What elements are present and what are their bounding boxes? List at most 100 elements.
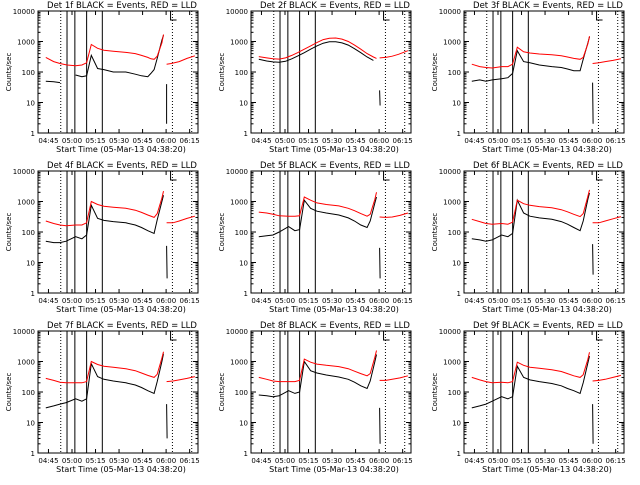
x-tick-label: 05:15 bbox=[85, 297, 105, 305]
x-tick-label: 05:15 bbox=[511, 137, 531, 145]
y-axis-label: Counts/sec bbox=[5, 373, 13, 412]
x-tick-label: 06:15 bbox=[606, 297, 626, 305]
y-tick-label: 10 bbox=[239, 420, 248, 428]
x-tick-label: 05:30 bbox=[109, 297, 129, 305]
y-tick-label: 1 bbox=[244, 130, 248, 138]
corner-mark bbox=[170, 171, 177, 181]
y-tick-label: 10000 bbox=[226, 8, 248, 16]
x-tick-label: 05:15 bbox=[85, 137, 105, 145]
panel-title: Det 5f BLACK = Events, RED = LLD bbox=[260, 161, 410, 171]
x-tick-label: 05:45 bbox=[132, 297, 152, 305]
x-tick-label: 05:00 bbox=[488, 457, 508, 465]
panel-det-2: Det 2f BLACK = Events, RED = LLD 1 10 100 10… bbox=[218, 1, 413, 154]
plot-frame bbox=[463, 330, 625, 454]
x-tick-label: 05:30 bbox=[322, 137, 342, 145]
x-tick-label: 05:45 bbox=[132, 457, 152, 465]
corner-mark bbox=[596, 331, 603, 341]
y-tick-label: 100 bbox=[448, 229, 461, 237]
corner-mark bbox=[170, 11, 177, 21]
x-tick-label: 04:45 bbox=[38, 297, 58, 305]
x-tick-label: 04:45 bbox=[251, 457, 271, 465]
y-tick-label: 1000 bbox=[443, 39, 461, 47]
x-tick-label: 05:30 bbox=[109, 137, 129, 145]
y-tick-label: 1000 bbox=[230, 39, 248, 47]
corner-mark bbox=[383, 11, 390, 21]
y-tick-label: 1 bbox=[31, 290, 35, 298]
y-tick-label: 1 bbox=[31, 130, 35, 138]
y-tick-label: 1 bbox=[457, 450, 461, 458]
y-tick-label: 10 bbox=[26, 420, 35, 428]
x-tick-label: 05:15 bbox=[511, 297, 531, 305]
y-tick-label: 1 bbox=[457, 130, 461, 138]
x-tick-label: 05:45 bbox=[345, 457, 365, 465]
x-tick-label: 05:00 bbox=[62, 137, 82, 145]
y-tick-label: 1 bbox=[244, 290, 248, 298]
y-tick-label: 10 bbox=[26, 260, 35, 268]
y-tick-label: 100 bbox=[235, 69, 248, 77]
series-line-events bbox=[471, 192, 594, 275]
x-tick-label: 04:45 bbox=[464, 457, 484, 465]
y-tick-label: 10 bbox=[26, 100, 35, 108]
panel-det-4: Det 4f BLACK = Events, RED = LLD 1 10 100 10… bbox=[5, 161, 200, 314]
y-tick-label: 10 bbox=[452, 100, 461, 108]
x-tick-label: 04:45 bbox=[38, 137, 58, 145]
panel-det-3: Det 3f BLACK = Events, RED = LLD 1 10 100 10… bbox=[431, 1, 626, 154]
y-tick-label: 1000 bbox=[443, 359, 461, 367]
corner-mark bbox=[383, 331, 390, 341]
y-tick-label: 10000 bbox=[13, 8, 35, 16]
corner-mark bbox=[596, 171, 603, 181]
y-tick-label: 10 bbox=[452, 420, 461, 428]
x-tick-label: 06:15 bbox=[393, 297, 413, 305]
x-axis-label: Start Time (05-Mar-13 04:38:20) bbox=[269, 145, 399, 154]
series-line-events bbox=[258, 354, 381, 444]
y-tick-label: 100 bbox=[22, 69, 35, 77]
x-tick-label: 06:15 bbox=[180, 457, 200, 465]
x-axis-label: Start Time (05-Mar-13 04:38:20) bbox=[56, 465, 186, 474]
x-axis-label: Start Time (05-Mar-13 04:38:20) bbox=[482, 465, 612, 474]
panel-det-5: Det 5f BLACK = Events, RED = LLD 1 10 100 10… bbox=[218, 161, 413, 314]
x-tick-label: 05:15 bbox=[298, 137, 318, 145]
x-tick-label: 05:15 bbox=[298, 297, 318, 305]
y-tick-label: 10000 bbox=[13, 328, 35, 336]
x-tick-label: 06:00 bbox=[582, 457, 602, 465]
y-axis-label: Counts/sec bbox=[431, 213, 439, 252]
x-tick-label: 06:00 bbox=[582, 297, 602, 305]
panel-title: Det 6f BLACK = Events, RED = LLD bbox=[473, 161, 623, 171]
series-line-lld bbox=[471, 189, 622, 225]
y-tick-label: 10 bbox=[452, 260, 461, 268]
x-tick-label: 05:45 bbox=[558, 457, 578, 465]
x-tick-label: 04:45 bbox=[251, 297, 271, 305]
y-axis-label: Counts/sec bbox=[431, 53, 439, 92]
y-tick-label: 1000 bbox=[443, 199, 461, 207]
y-tick-label: 10000 bbox=[226, 328, 248, 336]
x-axis-label: Start Time (05-Mar-13 04:38:20) bbox=[482, 145, 612, 154]
x-tick-label: 05:00 bbox=[62, 457, 82, 465]
series-line-events bbox=[258, 41, 381, 106]
x-tick-label: 05:30 bbox=[535, 457, 555, 465]
x-axis-label: Start Time (05-Mar-13 04:38:20) bbox=[269, 305, 399, 314]
x-tick-label: 06:15 bbox=[606, 137, 626, 145]
x-tick-label: 05:45 bbox=[345, 297, 365, 305]
x-tick-label: 05:45 bbox=[558, 297, 578, 305]
y-axis-label: Counts/sec bbox=[431, 373, 439, 412]
series-line-events bbox=[258, 196, 381, 279]
x-tick-label: 05:15 bbox=[511, 457, 531, 465]
series-line-events bbox=[45, 195, 168, 279]
x-tick-label: 06:00 bbox=[156, 457, 176, 465]
series-line-events bbox=[45, 353, 168, 439]
x-tick-label: 05:15 bbox=[85, 457, 105, 465]
y-tick-label: 1000 bbox=[230, 359, 248, 367]
series-line-lld bbox=[45, 190, 196, 227]
y-axis-label: Counts/sec bbox=[5, 213, 13, 252]
y-axis-label: Counts/sec bbox=[218, 373, 226, 412]
y-tick-label: 10 bbox=[239, 100, 248, 108]
x-axis-label: Start Time (05-Mar-13 04:38:20) bbox=[482, 305, 612, 314]
x-axis-label: Start Time (05-Mar-13 04:38:20) bbox=[269, 465, 399, 474]
x-tick-label: 05:30 bbox=[322, 297, 342, 305]
x-axis-label: Start Time (05-Mar-13 04:38:20) bbox=[56, 145, 186, 154]
y-tick-label: 10 bbox=[239, 260, 248, 268]
panel-title: Det 2f BLACK = Events, RED = LLD bbox=[260, 1, 410, 11]
y-tick-label: 10000 bbox=[439, 8, 461, 16]
